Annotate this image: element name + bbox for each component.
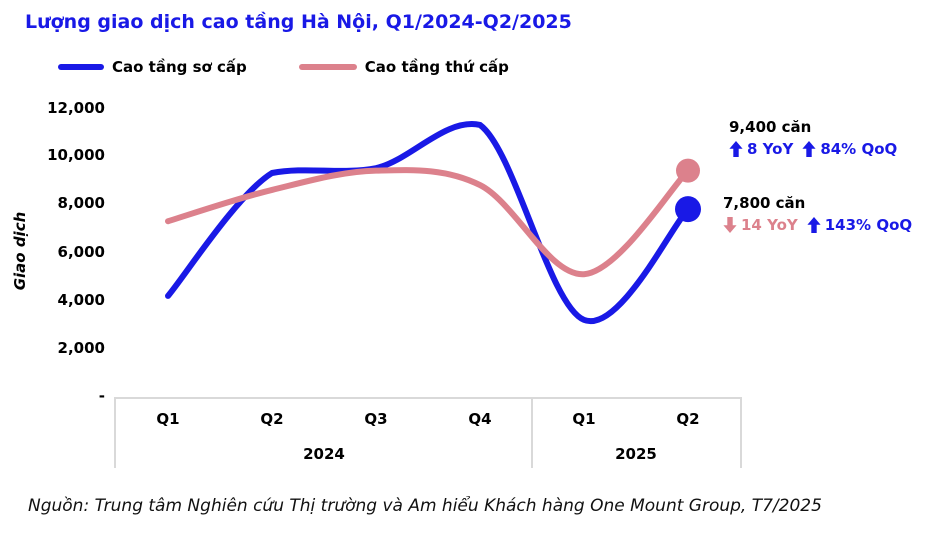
series-line-1 (165, 167, 691, 278)
y-tick-zero: - (98, 387, 105, 405)
x-axis-right-border (740, 397, 742, 468)
x-label-q1-2024: Q1 (156, 410, 180, 428)
legend-swatch-secondary-icon (298, 64, 357, 70)
x-label-q2-2024: Q2 (260, 410, 284, 428)
x-axis-year-separator (531, 397, 533, 468)
x-axis-left-border (114, 397, 116, 468)
up-arrow-icon (807, 217, 821, 233)
line-chart-plot (165, 121, 701, 325)
annotation-primary-metrics: 14 YoY 143% QoQ (723, 216, 912, 234)
annotation-secondary-value: 9,400 căn (729, 118, 812, 136)
legend-item-secondary: Cao tầng thứ cấp (298, 58, 509, 76)
down-arrow-icon (723, 217, 737, 233)
annotation-primary-value: 7,800 căn (723, 194, 806, 212)
up-arrow-icon (729, 141, 743, 157)
x-axis-top-border (114, 397, 742, 399)
x-label-q1-2025: Q1 (572, 410, 596, 428)
x-label-q3-2024: Q3 (364, 410, 388, 428)
legend: Cao tầng sơ cấp Cao tầng thứ cấp (58, 58, 509, 76)
annotation-primary: 7,800 căn 14 YoY 143% QoQ (723, 194, 912, 234)
up-arrow-icon (802, 141, 816, 157)
source-note: Nguồn: Trung tâm Nghiên cứu Thị trường v… (28, 496, 822, 516)
legend-item-primary: Cao tầng sơ cấp (58, 58, 247, 76)
x-label-year-2024: 2024 (303, 445, 345, 463)
series-line-0 (165, 121, 691, 325)
chart-title: Lượng giao dịch cao tầng Hà Nội, Q1/2024… (25, 11, 572, 33)
annotation-segment-text: 14 YoY (741, 216, 798, 234)
annotation-segment-text: 8 YoY (747, 140, 794, 158)
y-tick-4000: 4,000 (57, 291, 105, 309)
annotation-segment-text: 143% QoQ (824, 216, 913, 234)
y-tick-12000: 12,000 (47, 99, 105, 117)
annotation-segment: 8 YoY (729, 140, 793, 158)
annotation-secondary: 9,400 căn 8 YoY 84% QoQ (729, 118, 897, 158)
annotation-segment: 14 YoY (723, 216, 798, 234)
legend-label-primary: Cao tầng sơ cấp (112, 58, 247, 76)
annotation-segment: 143% QoQ (807, 216, 912, 234)
y-tick-10000: 10,000 (47, 146, 105, 164)
annotation-segment-text: 84% QoQ (820, 140, 898, 158)
annotation-segment: 84% QoQ (802, 140, 897, 158)
x-label-q4-2024: Q4 (468, 410, 492, 428)
legend-swatch-primary-icon (58, 64, 104, 70)
y-tick-2000: 2,000 (57, 339, 105, 357)
x-label-year-2025: 2025 (615, 445, 657, 463)
annotation-secondary-metrics: 8 YoY 84% QoQ (729, 140, 897, 158)
series-end-marker-0 (675, 196, 701, 223)
y-tick-6000: 6,000 (57, 243, 105, 261)
y-tick-8000: 8,000 (57, 194, 105, 212)
x-label-q2-2025: Q2 (676, 410, 700, 428)
series-end-marker-1 (676, 158, 700, 183)
legend-label-secondary: Cao tầng thứ cấp (364, 58, 509, 76)
